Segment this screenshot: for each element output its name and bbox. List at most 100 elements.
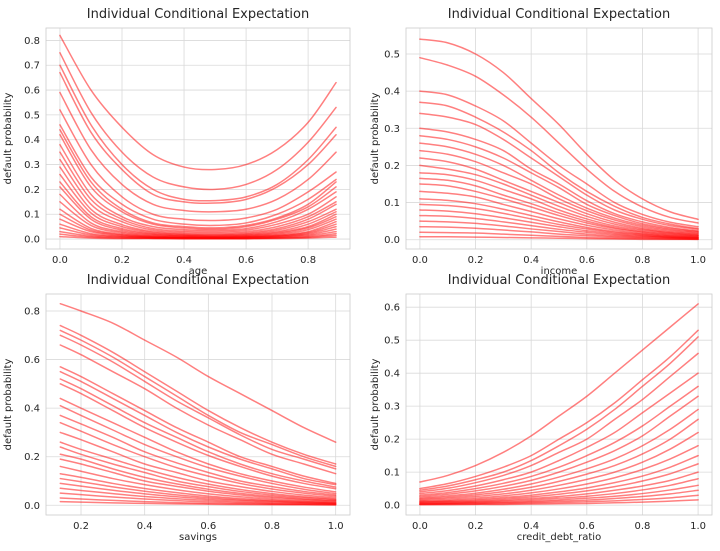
ice-curve [59, 235, 337, 240]
x-tick-label: 0.2 [468, 521, 484, 532]
ice-curve [59, 458, 337, 502]
ice-curve [419, 90, 699, 228]
y-axis-label: default probability [3, 93, 14, 185]
x-tick-labels: 0.0 0.2 0.4 0.6 0.8 1.0 [412, 255, 706, 266]
y-tick-labels: 0.0 0.1 0.2 0.3 0.4 0.5 [384, 50, 400, 247]
ice-curve [59, 421, 337, 498]
x-tick-label: 1.0 [328, 521, 344, 532]
ice-curve [419, 134, 699, 233]
ice-curves [59, 302, 337, 506]
ice-curve [419, 157, 699, 235]
ice-curve [419, 235, 699, 241]
grid-lines [46, 294, 350, 515]
ice-curve [59, 334, 337, 470]
ice-curve [419, 431, 699, 501]
y-tick-label: 0.8 [24, 36, 40, 47]
ice-panel-credit-debt-ratio: 0.0 0.2 0.4 0.6 0.8 1.0 0.0 0.1 0.2 0.3 0.4 0.5 0.6… [370, 273, 713, 543]
ice-curve [419, 164, 699, 236]
ice-curve [59, 397, 337, 493]
ice-curve [59, 378, 337, 488]
ice-curve [59, 500, 337, 506]
ice-curve [59, 109, 337, 222]
y-tick-label: 0.0 [24, 235, 40, 246]
y-tick-label: 0.4 [384, 369, 400, 380]
x-tick-labels: 0.0 0.2 0.4 0.6 0.8 [52, 255, 316, 266]
x-tick-label: 0.8 [300, 255, 316, 266]
x-tick-labels: 0.2 0.4 0.6 0.8 1.0 [73, 521, 344, 532]
x-tick-label: 0.4 [523, 255, 539, 266]
ice-curve [419, 112, 699, 231]
ice-curve [59, 465, 337, 503]
y-tick-label: 0.2 [24, 452, 40, 463]
y-tick-labels: 0.0 0.1 0.2 0.3 0.4 0.5 0.6 0.7 0.8 [24, 36, 40, 246]
x-tick-labels: 0.0 0.2 0.4 0.6 0.8 1.0 [412, 521, 706, 532]
x-tick-label: 0.8 [264, 521, 280, 532]
ice-curve [419, 463, 699, 503]
plot-background [406, 294, 712, 515]
ice-curve [59, 91, 337, 213]
plot-frame [405, 293, 713, 516]
ice-curve [419, 127, 699, 232]
y-tick-label: 0.6 [24, 86, 40, 97]
plot-frame [45, 27, 351, 250]
ice-curve [59, 324, 337, 465]
x-tick-label: 0.2 [73, 521, 89, 532]
x-tick-label: 1.0 [690, 255, 706, 266]
ice-curve [419, 499, 699, 506]
y-tick-label: 0.2 [384, 435, 400, 446]
x-tick-label: 0.4 [137, 521, 153, 532]
x-axis-label: savings [179, 532, 217, 543]
ice-curve [59, 302, 337, 443]
ice-curve [419, 303, 699, 483]
x-tick-label: 0.0 [412, 521, 428, 532]
x-axis-label: income [541, 266, 578, 277]
ice-curve [419, 352, 699, 493]
x-tick-label: 1.0 [690, 521, 706, 532]
y-tick-label: 0.4 [384, 87, 400, 98]
ice-curves [419, 38, 699, 241]
ice-panel-savings: 0.2 0.4 0.6 0.8 1.0 0.0 0.2 0.4 0.6 0.8 Individu… [3, 273, 351, 543]
ice-curve [59, 158, 337, 234]
ice-curve [419, 385, 699, 496]
panel-title: Individual Conditional Expectation [87, 273, 309, 288]
ice-curves [419, 303, 699, 506]
ice-curve [59, 431, 337, 499]
y-tick-label: 0.0 [384, 501, 400, 512]
ice-panel-age: 0.0 0.2 0.4 0.6 0.8 0.0 0.1 0.2 0.3 0.4 0.5 0.6 0.7… [3, 7, 351, 277]
ice-curve [419, 444, 699, 502]
ice-curve [59, 329, 337, 468]
ice-curve [59, 71, 337, 204]
x-tick-label: 0.6 [579, 521, 595, 532]
ice-curve [59, 129, 337, 229]
y-tick-label: 0.1 [384, 198, 400, 209]
ice-curve [59, 370, 337, 486]
panel-title: Individual Conditional Expectation [448, 273, 670, 288]
y-tick-label: 0.4 [24, 404, 40, 415]
ice-curve [419, 395, 699, 498]
ice-curve [419, 183, 699, 237]
ice-curve [59, 34, 337, 171]
y-tick-label: 0.8 [24, 307, 40, 318]
ice-curve [419, 372, 699, 495]
ice-curve [59, 64, 337, 202]
y-axis-label: default probability [3, 359, 14, 451]
x-tick-label: 0.2 [468, 255, 484, 266]
ice-curve [59, 366, 337, 485]
ice-curve [59, 446, 337, 501]
y-tick-label: 0.3 [384, 124, 400, 135]
ice-curve [59, 151, 337, 233]
ice-panel-income: 0.0 0.2 0.4 0.6 0.8 1.0 0.0 0.1 0.2 0.3 0.4 0.5 In… [370, 7, 713, 277]
y-tick-label: 0.6 [384, 303, 400, 314]
y-tick-label: 0.3 [384, 402, 400, 413]
y-tick-label: 0.0 [24, 501, 40, 512]
y-tick-label: 0.7 [24, 61, 40, 72]
y-tick-label: 0.5 [384, 336, 400, 347]
plot-frame [45, 293, 351, 516]
plot-frame [405, 27, 713, 250]
ice-curve [59, 344, 337, 475]
ice-curve [59, 383, 337, 490]
ice-curves [59, 34, 337, 240]
y-tick-label: 0.5 [24, 110, 40, 121]
x-tick-label: 0.6 [238, 255, 254, 266]
y-axis-label: default probability [370, 93, 381, 185]
